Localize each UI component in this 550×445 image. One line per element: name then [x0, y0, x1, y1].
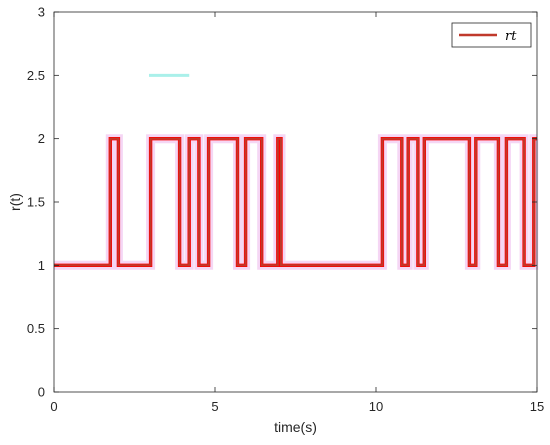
chart-axes: 0 5 10 15 0 0.5 1 1.5 2 2.5 3: [27, 5, 544, 415]
y-tick-label: 2.5: [27, 68, 45, 83]
series-rt-line: [54, 137, 537, 267]
plot-area: [54, 12, 537, 392]
x-axis-label: time(s): [274, 419, 317, 435]
legend-label-rt: rt: [505, 29, 517, 44]
y-tick-label: 0: [38, 385, 45, 400]
y-tick-label: 1: [38, 258, 45, 273]
x-tick-label: 0: [50, 399, 57, 414]
y-tick-label: 1.5: [27, 195, 45, 210]
y-tick-label: 3: [38, 5, 45, 20]
x-tick-label: 15: [530, 399, 544, 414]
chart-marks: [54, 73, 539, 270]
legend: rt: [451, 22, 532, 48]
y-axis-label: r(t): [7, 193, 23, 211]
x-tick-label: 10: [369, 399, 383, 414]
y-tick-label: 2: [38, 131, 45, 146]
y-tick-label: 0.5: [27, 321, 45, 336]
x-tick-label: 5: [211, 399, 218, 414]
